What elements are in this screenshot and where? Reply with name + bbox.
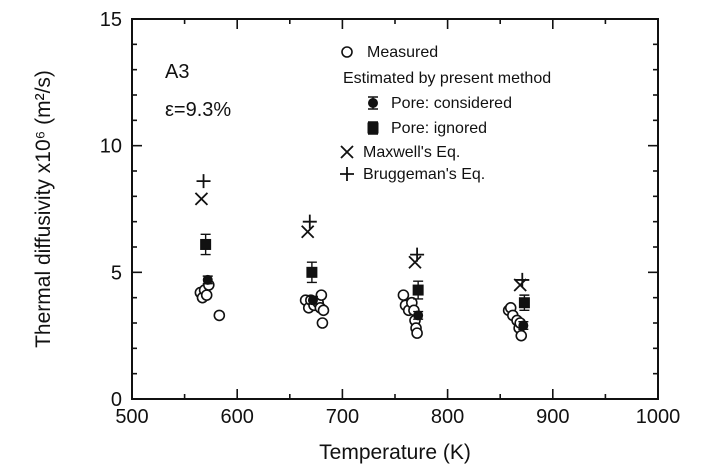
legend-marker [367,122,379,134]
legend-header: Estimated by present method [343,70,551,87]
y-tick-label: 5 [111,262,122,284]
data-point [301,225,315,239]
data-point [315,289,328,301]
data-point [397,289,410,301]
series [202,274,529,331]
x-tick-label: 600 [221,406,254,428]
series [200,233,530,312]
data-point [515,329,528,342]
x-axis-label: Temperature (K) [319,441,471,464]
legend-label: Pore: ignored [391,120,487,137]
y-tick-label: 15 [100,9,122,31]
data-point [213,309,226,322]
data-point [306,266,318,278]
data-point [196,174,211,189]
data-point [410,247,425,262]
tick-labels: 500 600 700 800 900 1000 0 5 10 15 [100,9,681,428]
legend-label: Pore: considered [391,95,512,112]
y-tick-label: 10 [100,136,122,158]
data-point [515,272,530,287]
porosity-annotation: ε=9.3% [165,99,231,121]
data-point [200,238,212,250]
data-point [317,304,330,317]
data-point [200,289,213,301]
data-point [202,274,213,285]
data-point [194,192,209,206]
x-tick-label: 800 [431,406,464,428]
data-point [307,295,318,306]
legend: Measured Estimated by present method Pore:… [340,44,551,183]
y-axis-label: Thermal diffusivity x10⁶ (m²/s) [32,70,55,348]
axis-ticks [131,18,659,400]
series [194,192,527,292]
x-tick-label: 700 [326,406,359,428]
data-marks [194,174,530,342]
data-point [513,278,527,292]
data-point [302,214,317,229]
legend-marker [341,46,353,58]
series [196,174,530,287]
legend-marker [368,98,378,108]
x-tick-label: 900 [536,406,569,428]
data-point [412,284,424,296]
legend-label: Maxwell's Eq. [363,144,460,161]
legend-label: Bruggeman's Eq. [363,166,485,183]
x-tick-label: 1000 [636,406,681,428]
data-point [413,310,424,321]
data-point [518,320,529,331]
legend-label: Measured [367,44,438,61]
data-point [408,255,422,269]
data-point [411,327,423,339]
legend-marker [340,145,354,159]
y-tick-label: 0 [111,389,122,411]
data-point [316,317,329,329]
series [194,279,528,342]
legend-marker [340,167,354,181]
data-point [518,297,530,309]
sample-annotation: A3 [165,61,189,83]
x-tick-label: 500 [115,406,148,428]
